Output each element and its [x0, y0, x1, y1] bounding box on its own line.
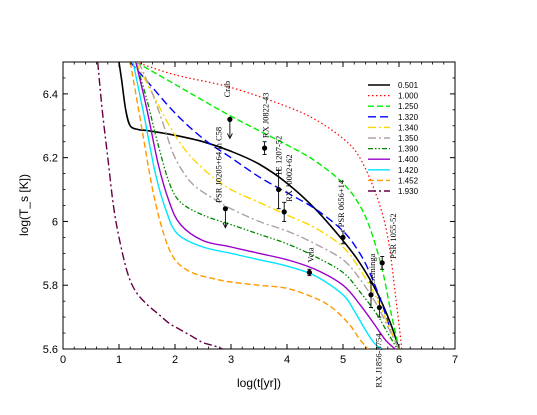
x-tick-label: 0: [60, 354, 66, 366]
observation-point: [376, 304, 382, 311]
observation-point: [368, 292, 374, 298]
series-line: [129, 62, 400, 349]
y-tick-label: 6: [52, 216, 58, 228]
legend-label: 1.250: [398, 102, 419, 111]
observation-label: PSR J0205+64 in C58: [213, 127, 223, 203]
observation-label: Crab: [222, 81, 232, 98]
x-tick-label: 1: [116, 354, 122, 366]
observation-point: [281, 209, 287, 215]
y-tick-label: 5.6: [43, 344, 58, 356]
legend-label: 1.340: [398, 123, 419, 132]
x-tick-label: 6: [396, 354, 402, 366]
observation-label: RX J0822-43: [261, 93, 271, 139]
y-tick-label: 6.4: [43, 89, 58, 101]
y-tick-label: 6.2: [43, 153, 58, 165]
x-tick-label: 3: [228, 354, 234, 366]
legend-label: 1.390: [398, 145, 419, 154]
x-tick-label: 7: [452, 354, 458, 366]
x-axis-title: log(t[yr]): [237, 376, 281, 390]
series-line: [129, 62, 369, 349]
plot-area: [62, 61, 456, 350]
observation-point: [340, 234, 346, 240]
tick-layer: 0 1 2 3 4 5 6 7 5.6 5.8 6 6.2 6.4: [43, 61, 458, 366]
x-tick-label: 2: [172, 354, 178, 366]
legend-label: 0.501: [398, 81, 419, 90]
legend-label: 1.452: [398, 176, 419, 185]
series-line: [97, 62, 223, 349]
observation-label: PSR 0656+14: [336, 179, 346, 227]
observation-point: [379, 260, 385, 266]
observation-label: Vela: [305, 247, 315, 262]
observation-point: [306, 269, 312, 276]
series-line: [135, 62, 400, 349]
legend-label: 1.350: [398, 134, 419, 143]
x-tick-label: 4: [284, 354, 290, 366]
legend-label: 1.930: [398, 187, 419, 196]
x-tick-label: 5: [340, 354, 346, 366]
y-axis-title: log(T_s [K]): [17, 174, 31, 236]
observation-point: [262, 145, 268, 151]
legend-label: 1.320: [398, 113, 419, 122]
observation-point: [227, 116, 233, 122]
observation-label: 1E 1207-52: [274, 136, 284, 176]
curve-layer: [97, 62, 403, 349]
observation-label: PSR 1055-52: [388, 213, 398, 259]
y-tick-label: 5.8: [43, 280, 58, 292]
series-line: [132, 62, 382, 349]
upper-limit-arrowhead: [226, 133, 233, 140]
observation-label: RX J0002+62: [284, 154, 294, 202]
series-line: [135, 62, 396, 349]
observation-label: RX J1856-3754: [373, 333, 383, 388]
series-line: [135, 62, 400, 349]
observation-point: [276, 186, 282, 193]
series-line: [137, 62, 400, 349]
series-line: [118, 62, 400, 349]
legend-label: 1.000: [398, 92, 419, 101]
observation-point: [222, 206, 228, 212]
upper-limit-arrowhead: [222, 222, 229, 229]
legend-label: 1.400: [398, 155, 419, 164]
observation-label: Geminga: [367, 253, 377, 284]
legend-label: 1.420: [398, 166, 419, 175]
observation-layer: Crab RX J0822-43 PSR J0205+64 in C58 1E 120…: [213, 81, 398, 388]
